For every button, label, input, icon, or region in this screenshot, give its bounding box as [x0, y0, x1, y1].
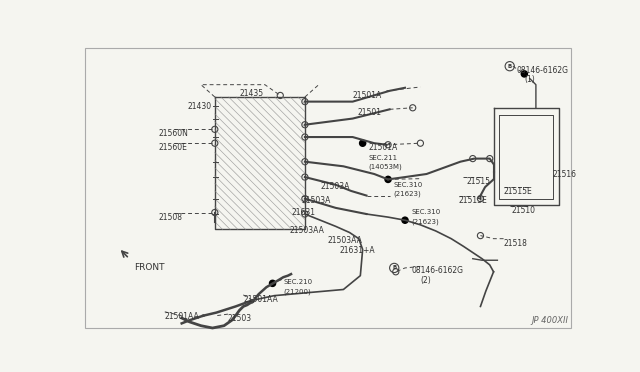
Text: B: B: [508, 64, 512, 69]
Text: 21501A: 21501A: [369, 143, 398, 152]
Text: (21200): (21200): [284, 289, 311, 295]
Text: 21501AA: 21501AA: [243, 295, 278, 304]
Text: 21503: 21503: [228, 314, 252, 323]
Text: 21510: 21510: [511, 206, 535, 215]
Text: 21631+A: 21631+A: [340, 246, 375, 256]
Text: 21560E: 21560E: [159, 143, 188, 152]
Text: 21435: 21435: [239, 89, 264, 97]
Text: 21430: 21430: [188, 102, 212, 111]
Text: 21503A: 21503A: [320, 182, 349, 191]
Text: 21515E: 21515E: [459, 196, 488, 205]
Text: 08146-6162G: 08146-6162G: [516, 66, 569, 75]
Text: (2): (2): [420, 276, 431, 285]
Text: JP 400XII: JP 400XII: [531, 316, 568, 325]
Circle shape: [385, 176, 391, 183]
Text: 21516: 21516: [553, 170, 577, 179]
Text: B: B: [392, 266, 396, 270]
Text: (21623): (21623): [394, 191, 421, 198]
Text: 21501AA: 21501AA: [164, 312, 200, 321]
Text: 21503A: 21503A: [301, 196, 330, 205]
Text: 21515: 21515: [467, 177, 491, 186]
Text: (14053M): (14053M): [369, 164, 403, 170]
Text: SEC.310: SEC.310: [411, 209, 440, 215]
Text: SEC.210: SEC.210: [284, 279, 312, 285]
Text: 21508: 21508: [159, 212, 182, 221]
Text: 21503AA: 21503AA: [328, 235, 363, 245]
Text: 21560N: 21560N: [159, 129, 188, 138]
Text: 21518: 21518: [504, 239, 527, 248]
Text: (1): (1): [524, 76, 535, 84]
Circle shape: [402, 217, 408, 223]
Text: SEC.211: SEC.211: [369, 155, 398, 161]
Text: 21631: 21631: [291, 208, 315, 217]
Text: 21501: 21501: [357, 108, 381, 117]
Text: 21501A: 21501A: [353, 91, 382, 100]
Text: 21503AA: 21503AA: [289, 225, 324, 235]
Text: 21515E: 21515E: [504, 187, 532, 196]
Circle shape: [360, 140, 365, 146]
Text: FRONT: FRONT: [134, 263, 164, 272]
Circle shape: [521, 71, 527, 77]
Text: (21623): (21623): [411, 219, 439, 225]
Text: 08146-6162G: 08146-6162G: [411, 266, 463, 275]
Text: SEC.310: SEC.310: [394, 182, 422, 188]
Circle shape: [269, 280, 276, 286]
